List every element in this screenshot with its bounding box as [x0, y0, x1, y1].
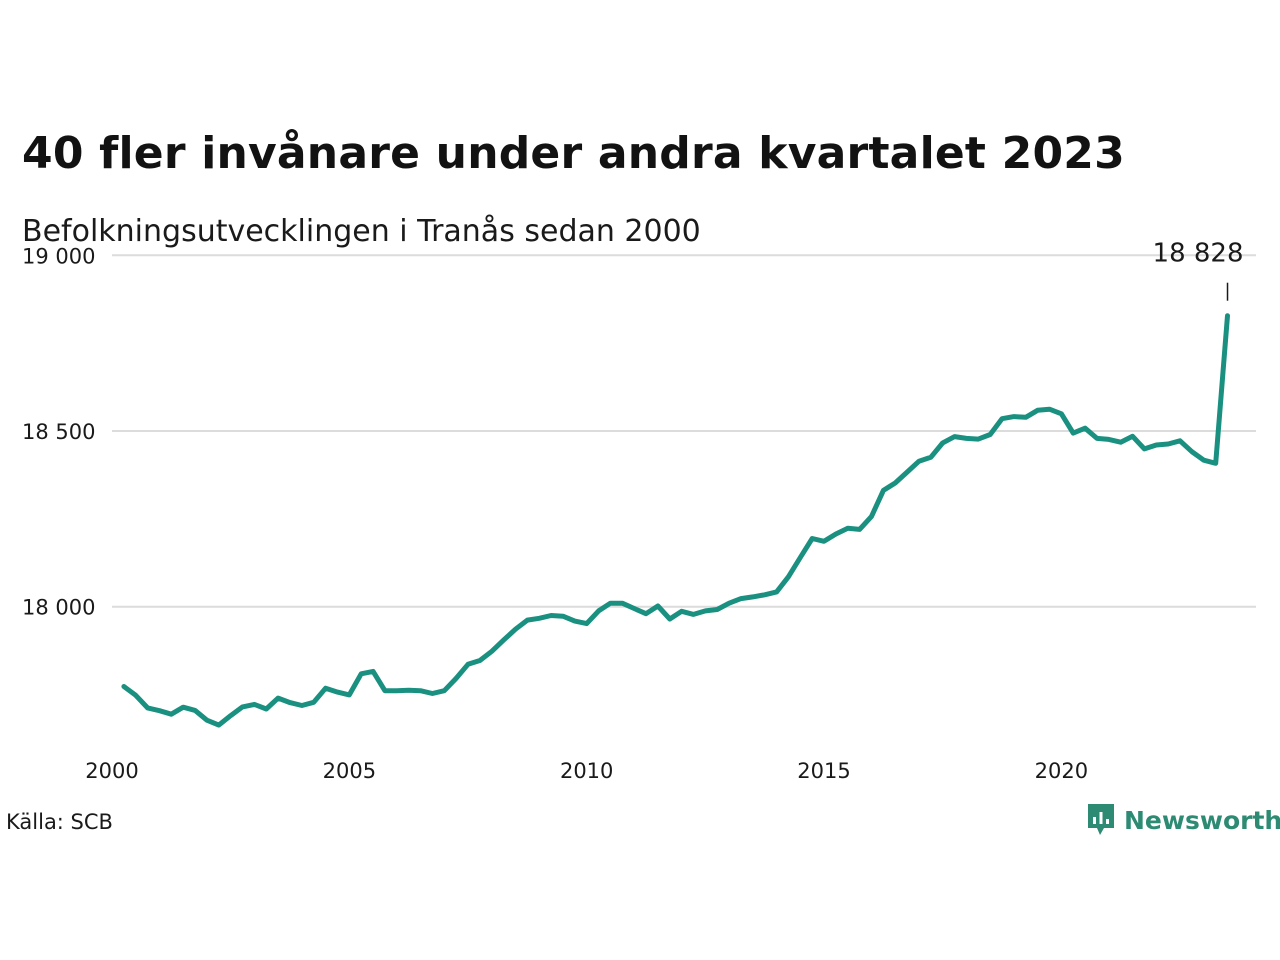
newsworthy-logo-icon	[1088, 804, 1114, 835]
y-tick-label: 18 000	[22, 596, 95, 620]
series-line	[121, 313, 1230, 728]
source-label: Källa: SCB	[6, 810, 113, 834]
x-tick-label: 2005	[323, 759, 376, 783]
y-axis-labels: 18 000 18 500 19 000	[22, 244, 95, 619]
last-value-label: 18 828	[1153, 239, 1244, 269]
series-layer	[121, 313, 1230, 728]
brand-logo[interactable]: Newsworthy	[1086, 802, 1280, 838]
chart-subtitle: Befolkningsutvecklingen i Tranås sedan 2…	[22, 214, 701, 249]
annotation-layer: 18 828	[1153, 239, 1244, 301]
grid-layer	[112, 254, 1256, 608]
brand-name: Newsworthy	[1124, 805, 1280, 835]
x-tick-label: 2010	[560, 759, 613, 783]
x-axis-labels: 2000 2005 2010 2015 2020	[85, 759, 1088, 783]
x-tick-label: 2015	[797, 759, 850, 783]
x-tick-label: 2020	[1035, 759, 1088, 783]
y-tick-label: 18 500	[22, 420, 95, 444]
chart-title: 40 fler invånare under andra kvartalet 2…	[22, 128, 1125, 179]
x-tick-label: 2000	[85, 759, 138, 783]
y-tick-label: 19 000	[22, 244, 95, 268]
